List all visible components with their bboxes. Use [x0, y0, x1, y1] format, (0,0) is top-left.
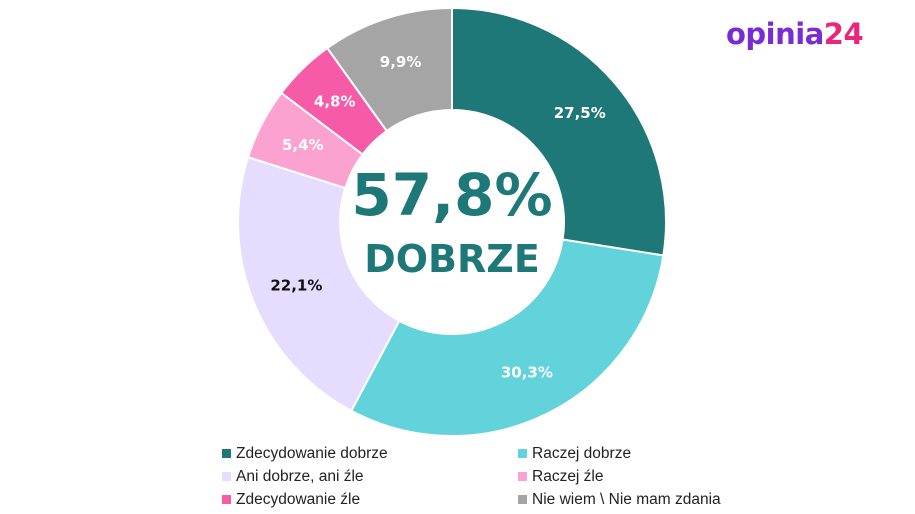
legend-label: Zdecydowanie źle: [236, 490, 361, 508]
slice-labels: 27,5% 30,3% 22,1% 5,4% 4,8% 9,9%: [270, 53, 605, 381]
slice-data-label: 5,4%: [282, 136, 324, 154]
legend-label: Nie wiem \ Nie mam zdania: [532, 490, 721, 508]
donut-slice: [325, 6, 453, 133]
donut-slice: [451, 6, 667, 257]
legend-swatch: [222, 495, 231, 504]
legend-swatch: [518, 449, 527, 458]
legend-swatch: [222, 449, 231, 458]
legend-swatch: [518, 495, 527, 504]
legend-label: Ani dobrze, ani źle: [236, 467, 364, 485]
opinia24-logo: opinia24: [726, 17, 864, 51]
chart-legend: Zdecydowanie dobrze Raczej dobrze Ani dobr…: [222, 443, 782, 510]
donut-slices: [237, 6, 667, 437]
center-label: DOBRZE: [364, 237, 540, 281]
slice-data-label: 4,8%: [314, 93, 356, 111]
legend-swatch: [222, 472, 231, 481]
legend-swatch: [518, 472, 527, 481]
legend-item: Raczej dobrze: [518, 443, 782, 464]
slice-data-label: 9,9%: [380, 53, 422, 71]
legend-label: Raczej dobrze: [532, 444, 632, 462]
center-value: 57,8%: [351, 161, 552, 229]
legend-item: Ani dobrze, ani źle: [222, 466, 518, 487]
slice-data-label: 27,5%: [554, 104, 606, 122]
logo-text-opinia: opinia: [726, 17, 824, 51]
legend-label: Zdecydowanie dobrze: [236, 444, 388, 462]
donut-slice: [349, 238, 665, 437]
legend-item: Raczej źle: [518, 466, 782, 487]
logo-text-24: 24: [823, 17, 864, 51]
legend-item: Nie wiem \ Nie mam zdania: [518, 489, 782, 510]
legend-label: Raczej źle: [532, 467, 604, 485]
legend-item: Zdecydowanie źle: [222, 489, 518, 510]
slice-data-label: 30,3%: [501, 363, 553, 381]
slice-data-label: 22,1%: [270, 276, 322, 294]
legend-item: Zdecydowanie dobrze: [222, 443, 518, 464]
donut-slice: [237, 155, 401, 413]
